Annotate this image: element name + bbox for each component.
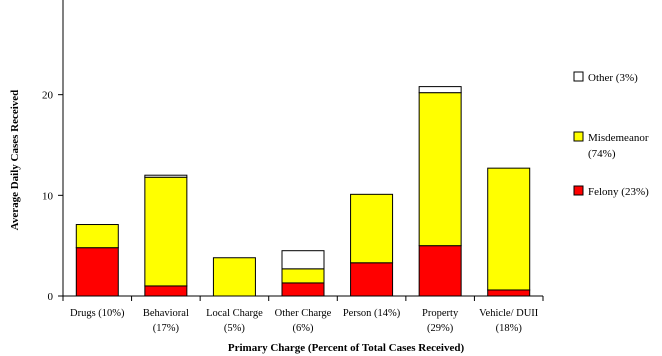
bar-segment xyxy=(487,289,531,297)
x-category-label-line: (17%) xyxy=(153,323,180,334)
x-category-label: Vehicle/ DUII (18%) xyxy=(479,308,539,334)
legend: Other (3%) Misdemeanor (74%) Felony (23%) xyxy=(573,71,649,198)
legend-label: Misdemeanor (74%) xyxy=(588,132,649,160)
legend-label-line: Felony (23%) xyxy=(588,186,649,198)
bar-segment xyxy=(75,247,119,297)
bar-segment xyxy=(281,250,325,270)
x-axis-title: Primary Charge (Percent of Total Cases R… xyxy=(228,342,465,354)
bar-segment xyxy=(350,193,394,264)
bar-segment xyxy=(350,262,394,297)
bar-segment xyxy=(418,86,462,94)
x-category-label: Person (14%) xyxy=(343,308,401,319)
legend-label-line: (74%) xyxy=(588,148,616,160)
x-category-label-line: Other Charge xyxy=(275,308,332,319)
bar-segment xyxy=(75,224,119,249)
y-tick-label: 20 xyxy=(42,90,54,102)
bar-segment xyxy=(212,257,256,297)
bar-segment xyxy=(281,268,325,284)
bar-segment xyxy=(144,285,188,297)
legend-label-line: Misdemeanor xyxy=(588,132,649,144)
bar-segment xyxy=(487,167,531,291)
x-category-label-line: Drugs (10%) xyxy=(70,308,125,319)
x-category-label-line: Local Charge xyxy=(206,308,263,319)
x-category-label-line: Person (14%) xyxy=(343,308,401,319)
bar-segment xyxy=(418,245,462,297)
bar-segment xyxy=(144,174,188,178)
bar-segment xyxy=(418,92,462,247)
x-category-label: Property (29%) xyxy=(422,308,459,334)
x-category-label-line: Behavioral xyxy=(143,308,189,319)
x-category-label-line: (6%) xyxy=(293,323,314,334)
x-category-label: Behavioral (17%) xyxy=(143,308,189,334)
x-category-label-line: (29%) xyxy=(427,323,454,334)
x-category-label-line: (18%) xyxy=(496,323,523,334)
y-tick-label: 10 xyxy=(42,190,54,202)
plot-area: 0 10 20 Drugs (10%) Behavioral (17%) Local Cha… xyxy=(42,0,544,334)
x-category-label: Drugs (10%) xyxy=(70,308,125,319)
y-tick-label: 0 xyxy=(48,291,54,303)
x-category-label-line: (5%) xyxy=(224,323,245,334)
legend-swatch xyxy=(573,131,584,142)
x-category-label-line: Property xyxy=(422,308,459,319)
x-category-label: Local Charge (5%) xyxy=(206,308,263,334)
bar-segment xyxy=(281,282,325,297)
x-category-label: Other Charge (6%) xyxy=(275,308,332,334)
y-axis-title: Average Daily Cases Received xyxy=(9,90,21,231)
legend-swatch xyxy=(573,185,584,196)
legend-swatch xyxy=(573,71,584,82)
bar-segment xyxy=(144,176,188,287)
legend-label: Felony (23%) xyxy=(588,186,649,198)
x-category-label-line: Vehicle/ DUII xyxy=(479,308,539,319)
legend-label: Other (3%) xyxy=(588,72,638,84)
legend-label-line: Other (3%) xyxy=(588,72,638,84)
